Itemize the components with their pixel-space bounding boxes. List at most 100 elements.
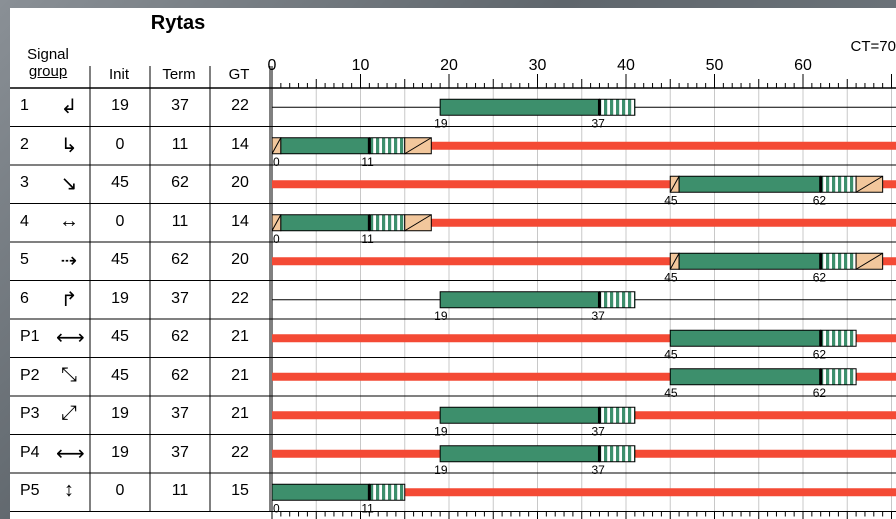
signal-group-label: 3 xyxy=(20,174,29,192)
header-signal-group: Signal group xyxy=(18,46,78,80)
term-value: 62 xyxy=(171,251,189,269)
start-time-label: 19 xyxy=(434,309,448,323)
signal-group-label: 1 xyxy=(20,97,29,115)
start-time-label: 19 xyxy=(434,424,448,438)
init-value: 19 xyxy=(111,443,129,461)
green-phase-block xyxy=(439,445,600,463)
init-value: 45 xyxy=(111,174,129,192)
start-time-label: 0 xyxy=(273,155,280,169)
gt-value: 21 xyxy=(231,328,249,346)
start-time-label: 45 xyxy=(664,386,678,400)
red-phase-bar xyxy=(272,488,896,497)
header-signal-line1: Signal xyxy=(27,46,69,63)
amber-start-diagonal xyxy=(271,137,282,154)
init-value: 0 xyxy=(115,212,125,230)
start-time-label: 45 xyxy=(664,270,678,284)
gt-value: 20 xyxy=(231,251,249,269)
signal-group-label: 6 xyxy=(20,289,29,307)
amber-end-diagonal xyxy=(404,214,432,232)
gt-value: 22 xyxy=(231,443,249,461)
down-right-arrow-icon: ↳ xyxy=(60,134,78,157)
diagram-title: Rytas xyxy=(150,12,206,34)
axis-tick-label: 20 xyxy=(440,57,458,74)
end-time-label: 11 xyxy=(361,501,374,515)
green-flash-block xyxy=(368,214,406,232)
start-time-label: 19 xyxy=(434,116,448,130)
green-phase-block xyxy=(280,214,370,232)
signal-group-label: 2 xyxy=(20,135,29,153)
signal-group-label: P4 xyxy=(20,443,40,461)
signal-group-label: P2 xyxy=(20,366,40,384)
init-value: 0 xyxy=(115,135,125,153)
green-flash-block xyxy=(598,98,636,116)
double-horizontal-arrow-icon: ⟷ xyxy=(56,442,85,465)
term-value: 37 xyxy=(171,405,189,423)
gt-value: 22 xyxy=(231,289,249,307)
end-time-label: 37 xyxy=(591,424,605,438)
axis-tick-label: 0 xyxy=(268,57,277,74)
end-time-label: 11 xyxy=(361,232,374,246)
init-value: 45 xyxy=(111,366,129,384)
signal-timing-panel: Rytas Signal group Init Term GT CT=70 1 ↲… xyxy=(10,8,896,519)
amber-start-diagonal xyxy=(669,176,680,193)
end-time-label: 37 xyxy=(591,463,605,477)
cycle-time-label: CT=70 xyxy=(850,38,896,55)
term-value: 37 xyxy=(171,443,189,461)
term-value: 11 xyxy=(171,212,189,230)
amber-end-diagonal xyxy=(404,137,432,155)
end-time-label: 11 xyxy=(361,155,374,169)
gt-value: 22 xyxy=(231,97,249,115)
signal-group-label: P3 xyxy=(20,405,40,423)
gt-value: 20 xyxy=(231,174,249,192)
end-time-label: 62 xyxy=(813,270,827,284)
right-down-arrow-icon: ⇢ xyxy=(60,250,78,273)
amber-start-diagonal xyxy=(271,214,282,231)
start-time-label: 0 xyxy=(273,501,280,515)
green-flash-block xyxy=(820,252,857,270)
green-phase-block xyxy=(439,406,600,424)
header-signal-line2: group xyxy=(28,63,68,80)
green-phase-block xyxy=(439,98,600,116)
start-time-label: 19 xyxy=(434,463,448,477)
red-phase-bar xyxy=(272,334,896,343)
term-value: 11 xyxy=(171,482,189,500)
term-value: 11 xyxy=(171,135,189,153)
init-value: 0 xyxy=(115,482,125,500)
header-term: Term xyxy=(162,66,196,83)
red-phase-bar xyxy=(272,218,896,227)
term-value: 37 xyxy=(171,289,189,307)
gt-value: 21 xyxy=(231,405,249,423)
start-time-label: 45 xyxy=(664,347,678,361)
term-value: 62 xyxy=(171,328,189,346)
turn-left-arrow-icon: ↲ xyxy=(60,96,78,119)
green-flash-block xyxy=(368,483,406,501)
green-phase-block xyxy=(271,483,370,501)
left-right-down-arrow-icon: ↔ xyxy=(59,209,79,232)
gt-value: 21 xyxy=(231,366,249,384)
double-diagonal-up-arrow-icon: ⤢ xyxy=(61,402,77,425)
term-value: 37 xyxy=(171,97,189,115)
green-phase-block xyxy=(669,368,822,386)
diagonal-split-arrow-icon: ↘ xyxy=(60,173,78,196)
gt-value: 15 xyxy=(231,482,249,500)
amber-start-diagonal xyxy=(669,253,680,270)
signal-group-label: P5 xyxy=(20,482,40,500)
end-time-label: 37 xyxy=(591,309,605,323)
red-phase-bar xyxy=(272,372,896,381)
axis-tick-label: 50 xyxy=(706,57,724,74)
turn-up-arrow-icon: ↱ xyxy=(60,288,78,311)
end-time-label: 62 xyxy=(813,386,827,400)
red-phase-bar xyxy=(272,257,896,266)
header-gt: GT xyxy=(228,66,250,83)
gt-value: 14 xyxy=(231,135,249,153)
green-phase-block xyxy=(678,175,822,193)
green-flash-block xyxy=(820,368,857,386)
end-time-label: 62 xyxy=(813,347,827,361)
green-flash-block xyxy=(368,137,406,155)
double-horizontal-arrow-icon: ⟷ xyxy=(56,327,85,350)
green-flash-block xyxy=(598,291,636,309)
header-init: Init xyxy=(108,66,129,83)
start-time-label: 0 xyxy=(273,232,280,246)
green-flash-block xyxy=(820,175,857,193)
axis-tick-label: 40 xyxy=(617,57,635,74)
